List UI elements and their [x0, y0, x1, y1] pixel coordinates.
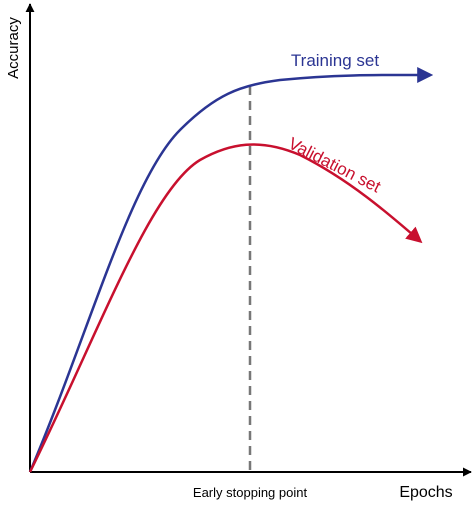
training-label: Training set: [291, 51, 379, 70]
y-axis-label: Accuracy: [5, 17, 22, 79]
training-curve: [28, 66, 434, 473]
validation-label: Validation set: [285, 134, 384, 197]
early-stopping-label: Early stopping point: [193, 485, 308, 500]
x-axis-label: Epochs: [399, 484, 452, 501]
validation-curve: [28, 143, 423, 473]
